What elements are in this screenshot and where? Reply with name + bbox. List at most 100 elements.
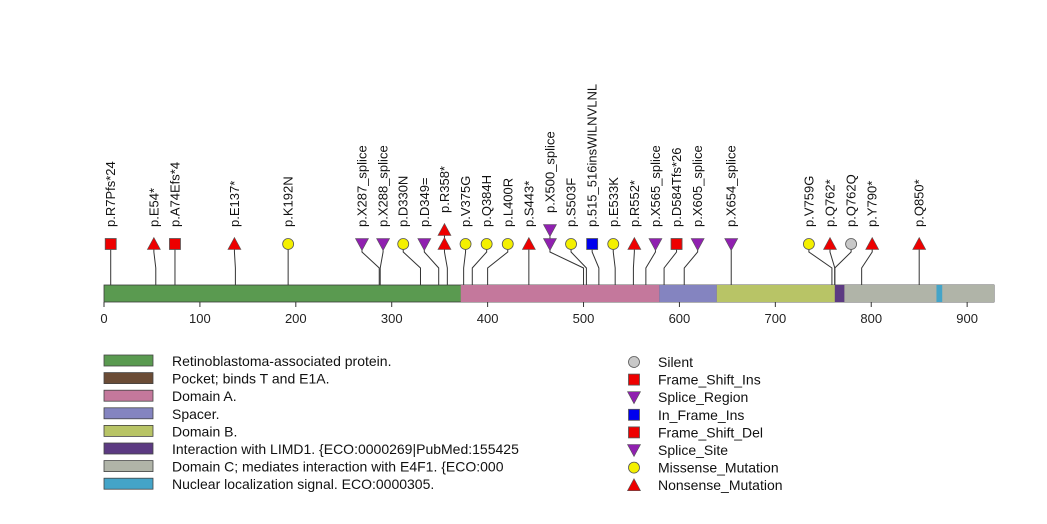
mutation-stem-11 <box>471 244 488 285</box>
mutation-marker-19 <box>648 238 663 252</box>
mutation-label-20: p.D584Tfs*26 <box>669 148 684 228</box>
mutation-stem-17 <box>612 244 616 285</box>
mutation-marker-1 <box>146 236 161 250</box>
mutation-marker-27 <box>912 236 927 250</box>
mutation-marker-22 <box>724 238 739 252</box>
domain-legend-label-5: Interaction with LIMD1. {ECO:0000269|Pub… <box>172 441 519 457</box>
mutation-marker-8 <box>417 238 432 252</box>
domain-legend-swatch-1 <box>103 372 154 385</box>
domain-2 <box>460 285 660 302</box>
mutation-stems <box>110 230 920 285</box>
mutation-label-3: p.E137* <box>227 181 242 227</box>
x-tick-label-100: 100 <box>189 311 211 326</box>
domain-legend-swatch-6 <box>103 460 154 473</box>
mutation-marker-0 <box>104 238 117 250</box>
domain-legend: Retinoblastoma-associated protein. Pocket… <box>103 353 519 492</box>
mutation-marker-26 <box>865 236 880 250</box>
mutation-stem-12 <box>487 244 509 285</box>
mutation-legend-label-0: Silent <box>658 354 693 370</box>
domain-legend-label-4: Domain B. <box>172 423 237 439</box>
mutation-marker-9-base <box>437 236 452 250</box>
mutation-stem-19 <box>645 244 656 285</box>
x-tick-label-700: 700 <box>764 311 786 326</box>
mutation-label-21: p.X605_splice <box>690 145 705 227</box>
mutation-label-16: p.515_516insWILNVLNL <box>585 84 600 227</box>
domain-legend-label-2: Domain A. <box>172 388 237 404</box>
domain-legend-label-3: Spacer. <box>172 406 219 422</box>
mutation-label-2: p.A74Efs*4 <box>167 162 182 227</box>
mutation-label-13: p.S443* <box>521 181 536 227</box>
domain-legend-swatch-7 <box>103 477 154 490</box>
mutation-legend-marker-7 <box>626 478 642 492</box>
mutation-legend-label-3: In_Frame_Ins <box>658 407 744 423</box>
domain-6 <box>844 285 994 302</box>
mutation-marker-18 <box>627 236 642 250</box>
mutation-marker-24 <box>822 236 838 250</box>
mutation-marker-15 <box>565 238 577 250</box>
mutation-label-11: p.Q384H <box>479 175 494 227</box>
mutation-label-5: p.X287_splice <box>354 145 369 227</box>
x-axis: 0 100 200 300 400 500 600 700 800 900 <box>100 302 978 326</box>
domain-7 <box>936 285 943 302</box>
mutation-label-22: p.X654_splice <box>724 145 739 227</box>
domain-legend-swatch-3 <box>103 407 154 420</box>
mutation-stem-23 <box>808 244 833 285</box>
x-tick-label-300: 300 <box>381 311 403 326</box>
mutation-legend-marker-2 <box>626 391 642 405</box>
domain-legend-label-7: Nuclear localization signal. ECO:0000305… <box>172 476 434 492</box>
protein-track <box>103 284 995 303</box>
mutation-markers <box>104 222 927 252</box>
mutation-marker-14-base <box>542 238 557 252</box>
mutation-label-19: p.X565_splice <box>648 145 663 227</box>
mutation-label-8: p.D349= <box>417 177 432 227</box>
mutation-marker-17 <box>607 238 620 250</box>
mutation-label-0: p.R7Pfs*24 <box>103 161 118 227</box>
mutation-legend-marker-3 <box>628 408 640 421</box>
mutation-legend-marker-0 <box>628 356 640 368</box>
mutation-marker-9 <box>437 222 452 236</box>
mutation-stem-7 <box>402 244 421 285</box>
domain-5 <box>834 285 845 302</box>
x-tick-label-500: 500 <box>573 311 595 326</box>
mutation-stem-26 <box>861 244 873 285</box>
mutation-legend-marker-5 <box>626 444 642 458</box>
mutation-marker-13 <box>521 236 536 250</box>
mutation-labels: p.R7Pfs*24 p.E54* p.A74Efs*4 p.E137* p.K192N… <box>103 84 926 227</box>
mutation-label-27: p.Q850* <box>912 179 927 227</box>
domain-legend-swatch-4 <box>103 424 154 437</box>
mutation-label-4: p.K192N <box>281 176 296 227</box>
mutation-marker-23 <box>803 238 815 250</box>
mutation-marker-3 <box>227 236 242 250</box>
domain-legend-label-6: Domain C; mediates interaction with E4F1… <box>172 459 504 475</box>
mutation-marker-11 <box>480 238 493 250</box>
mutation-stem-20 <box>663 244 678 285</box>
mutation-marker-16 <box>586 238 599 250</box>
mutation-legend-label-1: Frame_Shift_Ins <box>658 372 761 388</box>
domain-legend-label-0: Retinoblastoma-associated protein. <box>172 353 391 369</box>
x-tick-label-200: 200 <box>285 311 307 326</box>
mutation-marker-7 <box>397 238 410 250</box>
mutation-stem-10 <box>463 244 467 285</box>
mutation-stem-21 <box>683 244 699 285</box>
mutation-label-10: p.V375G <box>458 176 473 227</box>
mutation-marker-14 <box>542 224 557 238</box>
mutation-marker-25 <box>845 238 858 250</box>
domain-3 <box>659 285 717 302</box>
mutation-marker-4 <box>282 238 295 250</box>
mutation-stem-1 <box>153 244 157 285</box>
domain-legend-swatch-5 <box>103 442 154 455</box>
mutation-stem-15 <box>570 244 587 285</box>
x-tick-label-400: 400 <box>477 311 499 326</box>
mutation-legend-label-5: Splice_Site <box>658 442 728 458</box>
mutation-stem-5 <box>361 244 380 285</box>
mutation-stem-25 <box>834 244 852 285</box>
mutation-marker-6 <box>376 238 391 252</box>
x-tick-label-600: 600 <box>669 311 691 326</box>
mutation-label-6: p.X288_splice <box>376 145 391 227</box>
mutation-legend-label-4: Frame_Shift_Del <box>658 424 763 440</box>
mutation-legend-marker-1 <box>628 373 640 386</box>
mutation-legend-label-6: Missense_Mutation <box>658 460 779 476</box>
domain-4 <box>716 285 844 302</box>
mutation-marker-21 <box>690 238 705 252</box>
